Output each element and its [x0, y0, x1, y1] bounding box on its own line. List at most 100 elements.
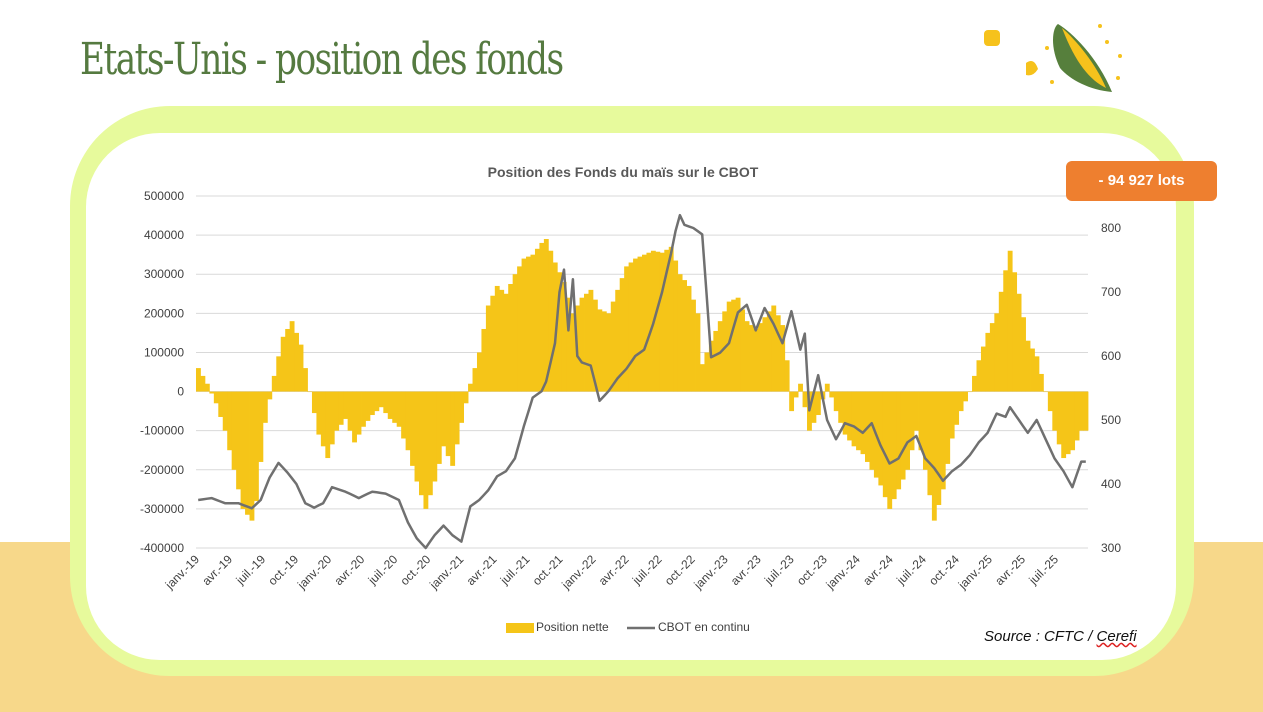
x-tick-label: janv.-22: [558, 552, 598, 592]
bar: [427, 391, 433, 496]
bar: [847, 391, 853, 441]
bar: [945, 391, 951, 464]
x-tick-label: juil.-20: [365, 552, 401, 588]
bar: [561, 282, 567, 392]
bar: [664, 249, 670, 392]
x-tick-label: juil.-23: [761, 552, 797, 588]
bar: [731, 299, 737, 392]
bar: [316, 391, 322, 435]
bar: [329, 391, 335, 445]
bar: [989, 323, 995, 392]
bar: [526, 256, 531, 392]
x-tick-label: avr.-21: [464, 552, 500, 588]
bar: [704, 352, 710, 392]
bar: [1070, 391, 1076, 451]
bar: [1021, 317, 1026, 392]
bar: [628, 262, 634, 392]
bar: [320, 391, 326, 447]
bar: [1047, 391, 1053, 412]
bar: [963, 391, 968, 402]
y-tick-label: 0: [177, 385, 184, 399]
bar: [543, 239, 549, 392]
x-tick-label: avr.-19: [199, 552, 235, 588]
bar: [530, 254, 536, 392]
bar: [481, 328, 487, 392]
bar: [499, 289, 505, 392]
bar: [521, 258, 527, 392]
bar: [1074, 391, 1080, 441]
bar: [699, 364, 705, 392]
bar: [441, 391, 447, 447]
bar: [307, 391, 313, 393]
bar: [494, 285, 500, 392]
bar: [222, 391, 228, 431]
bar: [637, 256, 643, 392]
bar: [757, 323, 763, 392]
bar: [378, 391, 384, 408]
bar: [303, 368, 308, 392]
bar: [419, 391, 424, 496]
x-tick-label: avr.-25: [992, 552, 1028, 588]
bar: [450, 391, 456, 466]
bar: [909, 391, 915, 451]
bar: [231, 391, 237, 470]
bar: [271, 375, 277, 392]
bar: [508, 284, 514, 392]
legend-label-bars: Position nette: [536, 620, 609, 634]
bar: [833, 391, 839, 412]
bar: [468, 383, 473, 392]
bar: [766, 311, 772, 392]
lots-badge: - 94 927 lots: [1066, 161, 1217, 201]
bar: [334, 391, 340, 431]
bar: [927, 391, 933, 496]
bar: [374, 391, 380, 412]
bar: [695, 313, 701, 392]
bar: [798, 383, 803, 392]
x-tick-label: avr.-23: [728, 552, 764, 588]
bar: [601, 311, 607, 392]
bar: [905, 391, 910, 470]
x-tick-label: janv.-20: [294, 552, 334, 592]
chart-title: Position des Fonds du maïs sur le CBOT: [488, 164, 759, 180]
bar: [476, 352, 482, 392]
bar: [436, 391, 442, 464]
bar: [940, 391, 946, 490]
bar: [405, 391, 411, 451]
x-tick-label: avr.-24: [860, 552, 896, 588]
bar: [633, 258, 638, 392]
bar: [726, 301, 732, 392]
y-tick-label: 300000: [144, 267, 184, 281]
bar: [753, 328, 759, 392]
bar: [570, 313, 576, 392]
bar: [789, 391, 795, 412]
bar: [258, 391, 264, 462]
bar: [838, 391, 844, 423]
bar: [708, 340, 714, 392]
bar: [298, 344, 304, 392]
bar: [1034, 356, 1040, 392]
bar: [980, 346, 986, 392]
bar: [682, 280, 687, 392]
bar: [1052, 391, 1058, 431]
bar: [949, 391, 955, 439]
bar: [276, 356, 282, 392]
source-note: Source : CFTC / Cerefi: [984, 628, 1137, 645]
bar: [410, 391, 415, 466]
x-tick-label: avr.-22: [596, 552, 632, 588]
bar: [432, 391, 438, 482]
y2-tick-label: 400: [1101, 477, 1121, 491]
bar: [262, 391, 268, 423]
bar: [686, 285, 692, 392]
bar: [824, 383, 830, 392]
bar: [642, 254, 647, 392]
bar: [610, 301, 616, 392]
x-tick-label: janv.-25: [955, 552, 995, 592]
bar: [744, 321, 750, 392]
y-tick-label: 100000: [144, 345, 184, 359]
bar: [860, 391, 866, 455]
bar: [762, 317, 768, 392]
x-tick-label: juil.-19: [233, 552, 269, 588]
bar: [878, 391, 884, 486]
bar: [673, 260, 679, 392]
